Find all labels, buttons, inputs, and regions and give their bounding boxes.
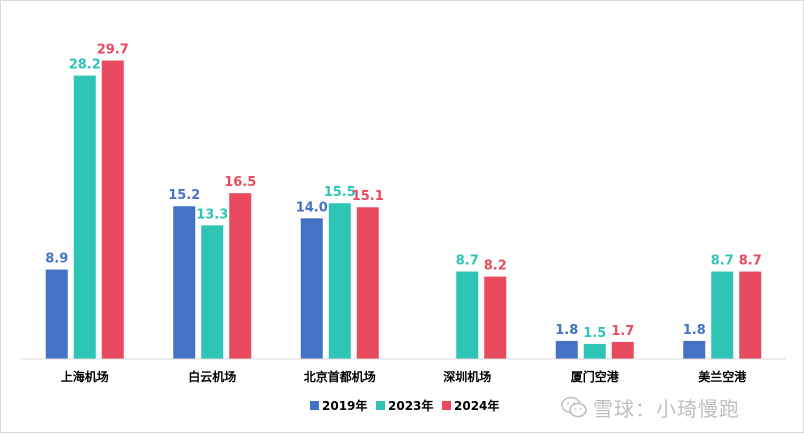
bar [555,340,578,359]
bar [73,75,96,359]
bar [739,271,762,359]
data-label: 8.7 [456,254,479,269]
legend-swatch [310,401,319,410]
data-label: 1.8 [683,323,706,338]
bar [101,60,124,359]
bar [611,341,634,359]
bar [456,271,479,359]
bar [201,225,224,359]
data-label: 1.5 [583,326,606,341]
bars-layer [45,60,762,359]
data-label: 1.7 [611,324,634,339]
bar [45,269,68,359]
data-label: 15.2 [168,188,200,203]
bar [229,193,252,359]
legend-label: 2019年 [322,398,367,413]
data-label: 13.3 [196,207,228,222]
data-label: 8.7 [711,254,734,269]
data-label: 8.7 [739,254,762,269]
legend-swatch [376,401,385,410]
x-tick-label: 上海机场 [61,369,109,384]
bar [300,218,323,359]
bar [683,340,706,359]
data-labels-layer: 8.9 28.229.7 15.2 13.3 16.5 14.015.515.1 8.7 8.… [45,43,762,341]
legend-swatch [442,401,451,410]
x-tick-label: 深圳机场 [443,369,491,384]
legend-label: 2023年 [388,398,433,413]
data-label: 15.1 [352,189,384,204]
bar [583,343,606,359]
x-tick-label: 北京首都机场 [304,369,376,384]
bar [484,276,507,359]
data-label: 14.0 [296,200,328,215]
x-tick-label: 白云机场 [188,369,236,384]
wechat-icon [561,396,587,418]
watermark: 雪球：小琦慢跑 [561,391,740,423]
bar [328,203,351,359]
data-label: 16.5 [224,175,256,190]
watermark-text: 雪球：小琦慢跑 [593,396,740,421]
legend-label: 2024年 [454,398,499,413]
bar [173,206,196,359]
bar [711,271,734,359]
data-label: 29.7 [97,43,129,58]
data-label: 15.5 [324,185,356,200]
x-tick-label: 厦门空港 [571,369,620,384]
data-label: 28.2 [69,58,101,73]
x-tick-label: 美兰空港 [698,369,747,384]
legend: 2019年 2023年 2024年 [310,398,499,413]
data-label: 8.2 [484,259,507,274]
data-label: 1.8 [555,323,578,338]
bar [356,207,379,359]
data-label: 8.9 [45,252,68,267]
x-tick-labels: 上海机场 白云机场 北京首都机场 深圳机场 厦门空港 美兰空港 [61,369,748,384]
